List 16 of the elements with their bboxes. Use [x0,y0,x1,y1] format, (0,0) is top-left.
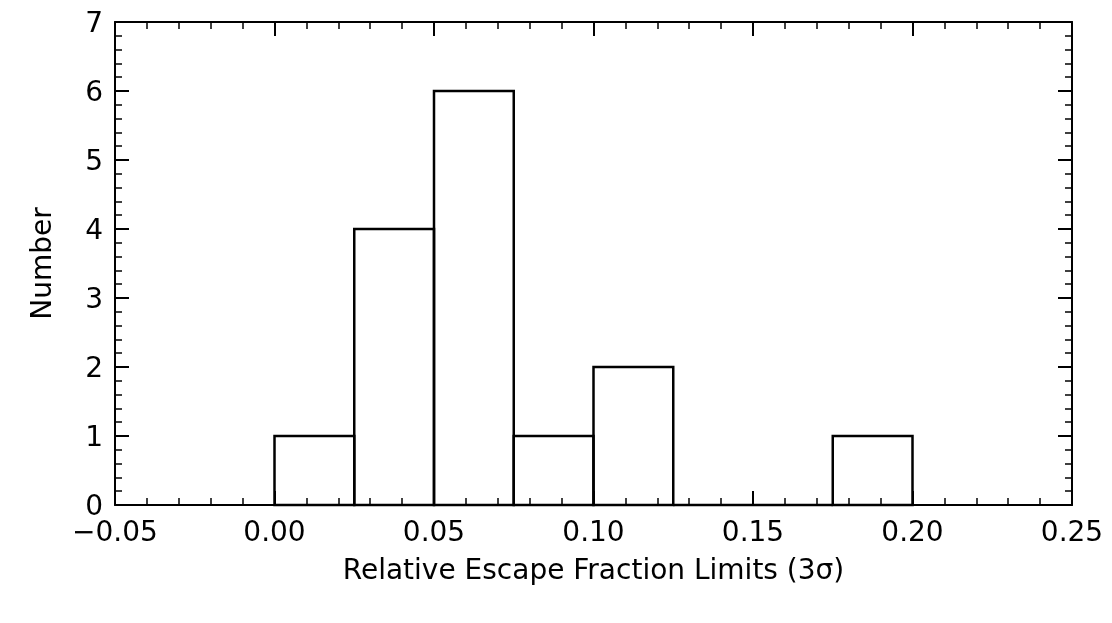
x-tick-label: 0.05 [402,514,466,548]
y-tick-label: 4 [85,212,103,246]
x-tick-label: 0.20 [881,514,944,548]
x-tick-label: −0.05 [72,514,158,548]
x-tick-label: 0.25 [1040,514,1104,548]
y-tick-label: 5 [85,143,103,177]
x-tick-label: 0.15 [721,514,785,548]
y-tick-label: 6 [85,74,103,108]
y-tick-label: 3 [85,281,103,315]
x-tick-label: 0.00 [243,514,306,548]
x-axis-title: Relative Escape Fraction Limits (3σ) [342,552,845,586]
y-tick-label: 1 [85,419,103,453]
y-tick-label: 7 [85,5,103,39]
y-axis-title: Number [24,206,58,320]
x-tick-label: 0.10 [562,514,625,548]
y-tick-label: 2 [85,350,103,384]
